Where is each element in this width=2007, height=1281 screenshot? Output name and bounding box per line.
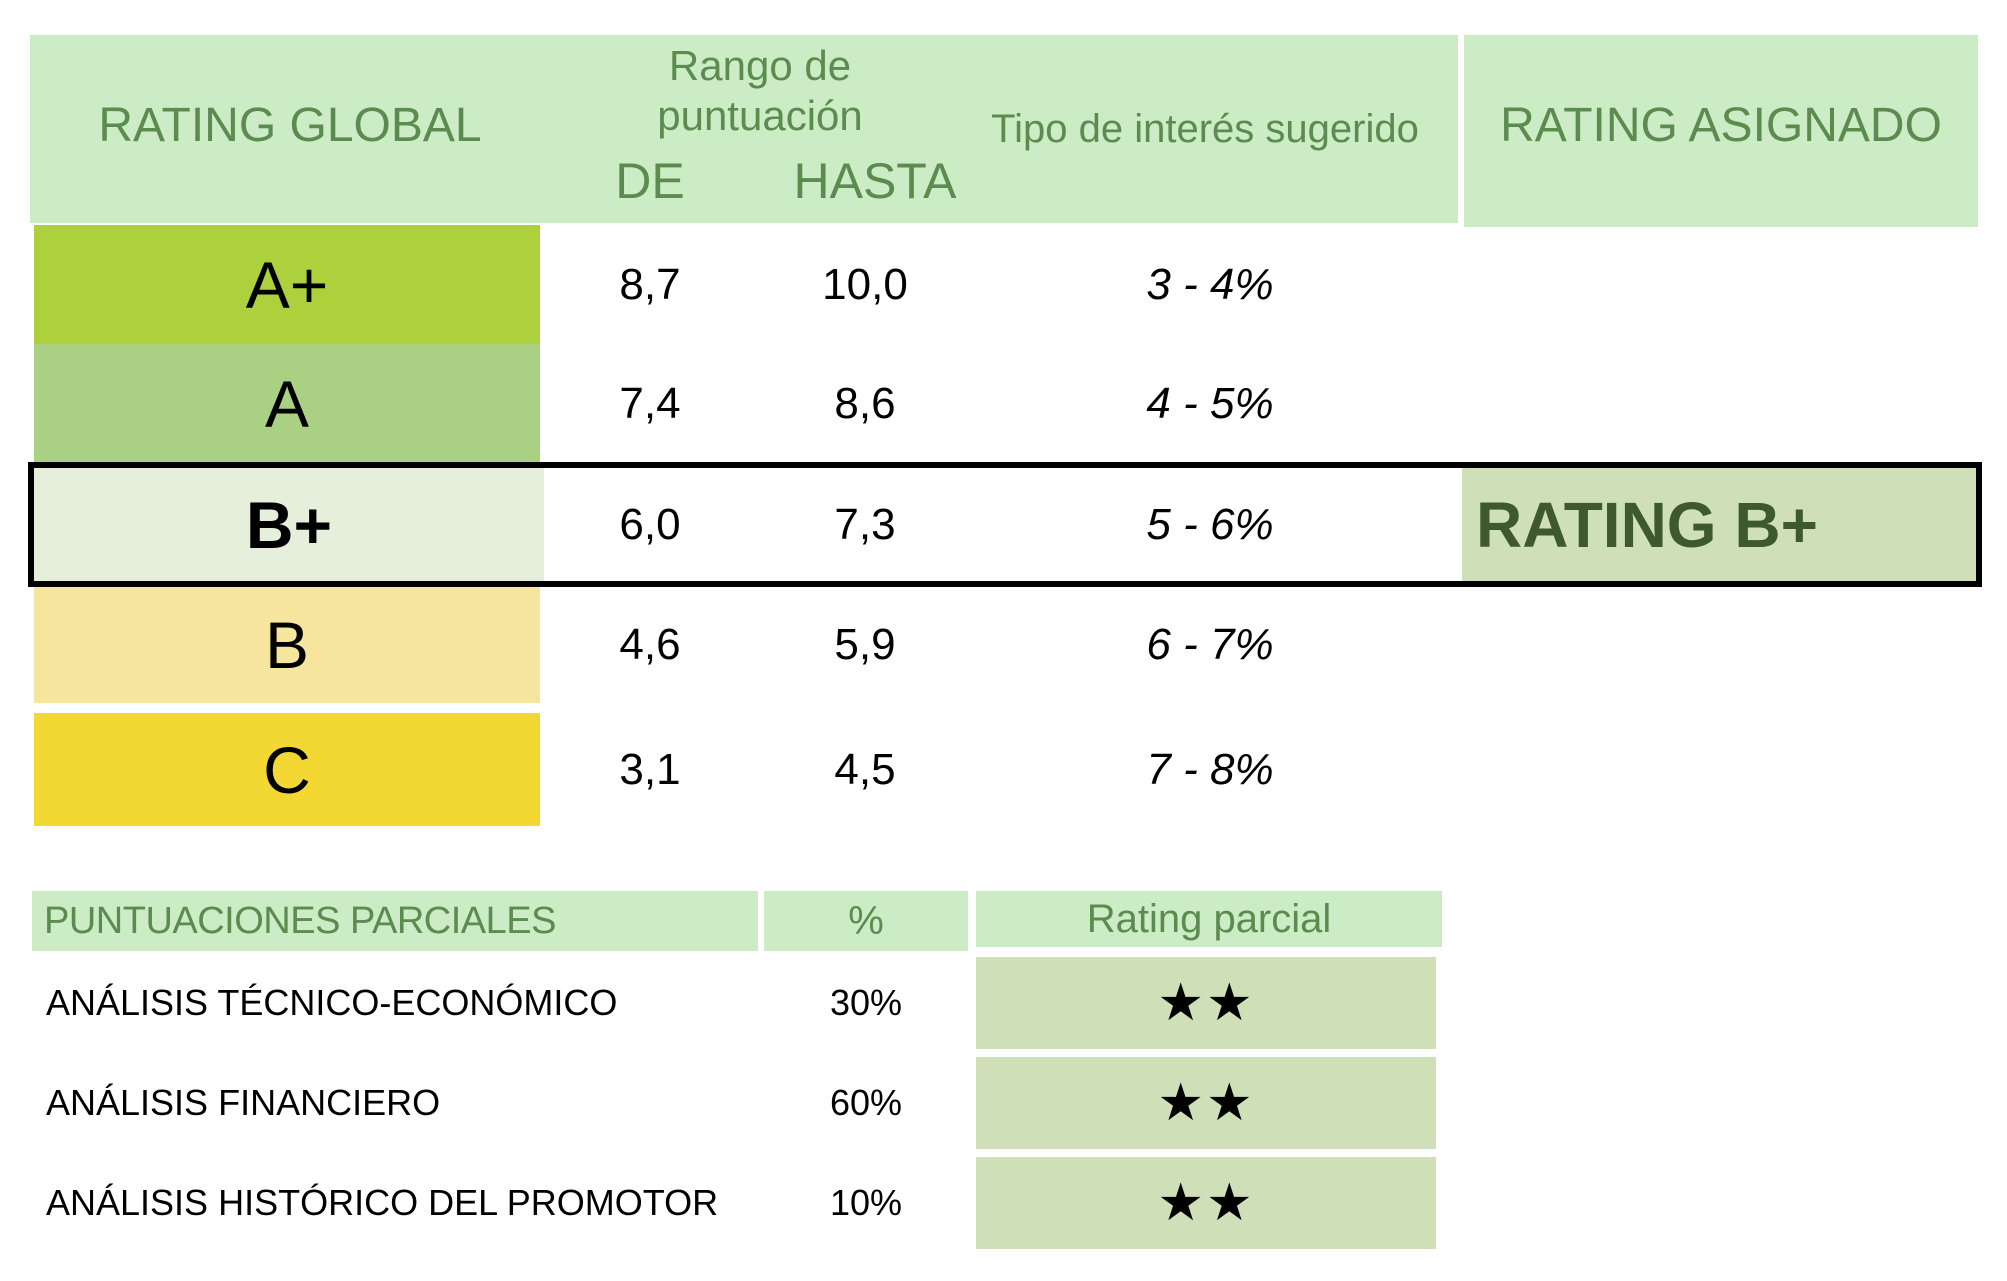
partial-row-label: ANÁLISIS TÉCNICO-ECONÓMICO — [46, 982, 618, 1023]
rating-interest-rate: 3 - 4% — [1146, 259, 1274, 309]
highlight-row-border — [28, 462, 1982, 587]
star-rating-icon: ★★ — [1157, 1174, 1255, 1232]
partial-header-label: PUNTUACIONES PARCIALES — [32, 891, 758, 951]
rating-table-header — [30, 35, 1458, 223]
partial-header-pct: % — [764, 891, 968, 951]
partial-row-rating-cell: ★★ — [976, 957, 1436, 1049]
partial-header-rating: Rating parcial — [976, 891, 1442, 947]
grade-cell-c: C — [34, 713, 540, 826]
partial-row-pct: 60% — [829, 1082, 903, 1123]
rating-de-value: 8,7 — [619, 259, 681, 309]
rating-de-value: 4,6 — [619, 620, 681, 669]
header-rango-line1: Rango de — [668, 42, 852, 89]
partial-row-rating-cell: ★★ — [976, 1057, 1436, 1149]
rating-hasta-value: 7,3 — [834, 499, 896, 549]
rating-interest-rate: 5 - 6% — [1146, 499, 1274, 549]
rating-de-value: 3,1 — [619, 744, 681, 794]
header-rango-line2: puntuación — [657, 92, 863, 139]
grade-cell-b-plus: B+ — [34, 468, 544, 581]
partial-row-pct: 10% — [829, 1182, 903, 1223]
header-de: DE — [615, 153, 685, 209]
rating-hasta-value: 10,0 — [822, 259, 908, 309]
partial-row-label: ANÁLISIS FINANCIERO — [46, 1082, 441, 1123]
assigned-rating-badge: RATING B+ — [1462, 468, 1976, 581]
rating-hasta-value: 5,9 — [834, 620, 896, 669]
rating-interest-rate: 4 - 5% — [1146, 378, 1274, 428]
star-rating-icon: ★★ — [1157, 1074, 1255, 1132]
partial-row-label: ANÁLISIS HISTÓRICO DEL PROMOTOR — [46, 1182, 719, 1223]
rating-de-value: 6,0 — [619, 499, 681, 549]
header-rating-global: RATING GLOBAL — [98, 98, 482, 152]
partial-row-rating-cell: ★★ — [976, 1157, 1436, 1249]
rating-asignado-header-bg — [1464, 35, 1978, 227]
header-tipo-interes: Tipo de interés sugerido — [991, 106, 1419, 151]
grade-cell-a: A — [34, 344, 540, 463]
partial-row-pct: 30% — [829, 982, 903, 1023]
header-rating-asignado: RATING ASIGNADO — [1500, 98, 1942, 152]
rating-interest-rate: 7 - 8% — [1146, 744, 1274, 794]
rating-de-value: 7,4 — [619, 378, 681, 428]
star-rating-icon: ★★ — [1157, 974, 1255, 1032]
grade-cell-b: B — [34, 587, 540, 703]
rating-interest-rate: 6 - 7% — [1146, 620, 1274, 669]
grade-cell-a-plus: A+ — [34, 225, 540, 344]
rating-hasta-value: 8,6 — [834, 378, 896, 428]
header-hasta: HASTA — [793, 153, 957, 209]
rating-hasta-value: 4,5 — [834, 744, 896, 794]
